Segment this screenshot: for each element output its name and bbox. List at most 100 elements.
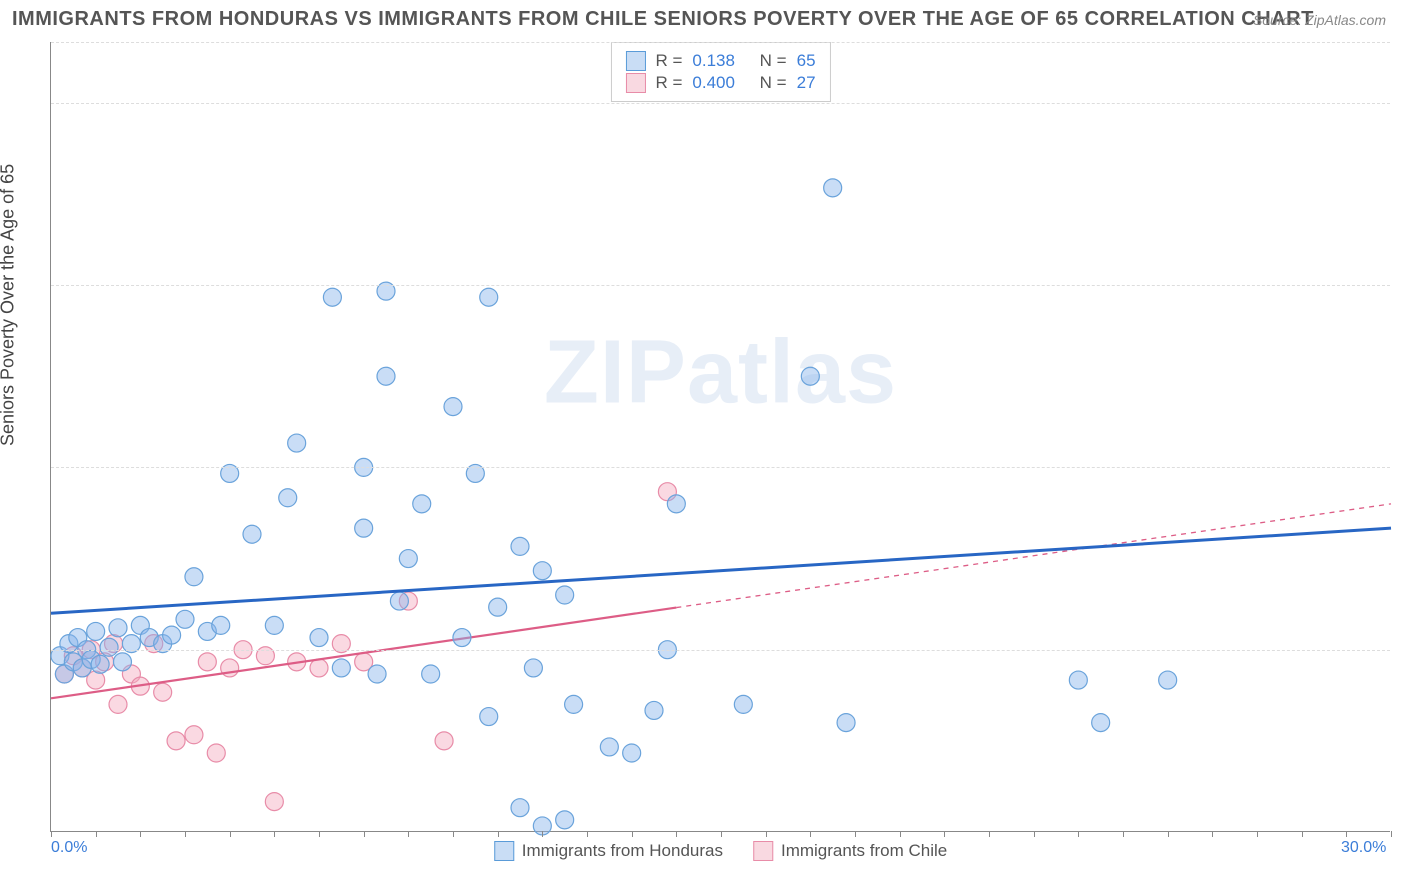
data-point — [600, 738, 618, 756]
data-point — [399, 550, 417, 568]
data-point — [87, 622, 105, 640]
legend-series-label: Immigrants from Chile — [781, 841, 947, 861]
xtick-mark — [140, 831, 141, 837]
data-point — [1092, 714, 1110, 732]
xtick-mark — [1391, 831, 1392, 837]
data-point — [565, 695, 583, 713]
scatter-svg — [51, 42, 1390, 831]
xtick-mark — [1034, 831, 1035, 837]
trend-line-dashed — [676, 504, 1391, 608]
xtick-mark — [900, 831, 901, 837]
data-point — [207, 744, 225, 762]
data-point — [323, 288, 341, 306]
grid-line — [51, 650, 1390, 651]
data-point — [109, 695, 127, 713]
data-point — [734, 695, 752, 713]
data-point — [422, 665, 440, 683]
xtick-mark — [1257, 831, 1258, 837]
source-credit: Source: ZipAtlas.com — [1253, 12, 1386, 28]
xtick-mark — [1168, 831, 1169, 837]
data-point — [185, 568, 203, 586]
data-point — [556, 586, 574, 604]
data-point — [435, 732, 453, 750]
data-point — [113, 653, 131, 671]
data-point — [91, 655, 109, 673]
xtick-mark — [989, 831, 990, 837]
xtick-mark — [676, 831, 677, 837]
ytick-label: 30.0% — [1400, 458, 1406, 476]
data-point — [824, 179, 842, 197]
legend-series-label: Immigrants from Honduras — [522, 841, 723, 861]
data-point — [533, 562, 551, 580]
data-point — [511, 537, 529, 555]
data-point — [154, 683, 172, 701]
data-point — [265, 616, 283, 634]
ytick-label: 45.0% — [1400, 276, 1406, 294]
data-point — [368, 665, 386, 683]
data-point — [390, 592, 408, 610]
xtick-mark — [542, 831, 543, 837]
xtick-mark — [944, 831, 945, 837]
data-point — [288, 434, 306, 452]
xtick-mark — [319, 831, 320, 837]
data-point — [556, 811, 574, 829]
swatch-icon — [494, 841, 514, 861]
data-point — [243, 525, 261, 543]
grid-line — [51, 467, 1390, 468]
data-point — [480, 288, 498, 306]
data-point — [801, 367, 819, 385]
data-point — [212, 616, 230, 634]
legend-item-chile: Immigrants from Chile — [753, 841, 947, 861]
grid-line — [51, 103, 1390, 104]
data-point — [413, 495, 431, 513]
data-point — [310, 659, 328, 677]
data-point — [265, 793, 283, 811]
data-point — [511, 799, 529, 817]
data-point — [480, 708, 498, 726]
xtick-mark — [1346, 831, 1347, 837]
ytick-label: 60.0% — [1400, 94, 1406, 112]
data-point — [176, 610, 194, 628]
data-point — [453, 629, 471, 647]
xtick-mark — [810, 831, 811, 837]
data-point — [109, 619, 127, 637]
xtick-label: 30.0% — [1341, 839, 1386, 857]
xtick-mark — [1123, 831, 1124, 837]
legend-series-box: Immigrants from Honduras Immigrants from… — [494, 841, 948, 861]
data-point — [645, 701, 663, 719]
xtick-mark — [1212, 831, 1213, 837]
data-point — [524, 659, 542, 677]
xtick-mark — [721, 831, 722, 837]
xtick-mark — [766, 831, 767, 837]
chart-plot-area: ZIPatlas R = 0.138 N = 65 R = 0.400 N = … — [50, 42, 1390, 832]
chart-title: IMMIGRANTS FROM HONDURAS VS IMMIGRANTS F… — [12, 8, 1314, 31]
data-point — [623, 744, 641, 762]
data-point — [198, 653, 216, 671]
ytick-label: 15.0% — [1400, 641, 1406, 659]
xtick-mark — [1302, 831, 1303, 837]
xtick-mark — [498, 831, 499, 837]
xtick-mark — [364, 831, 365, 837]
xtick-mark — [274, 831, 275, 837]
data-point — [837, 714, 855, 732]
data-point — [444, 398, 462, 416]
data-point — [332, 659, 350, 677]
xtick-mark — [1078, 831, 1079, 837]
swatch-icon — [753, 841, 773, 861]
legend-item-honduras: Immigrants from Honduras — [494, 841, 723, 861]
xtick-mark — [230, 831, 231, 837]
data-point — [310, 629, 328, 647]
grid-line — [51, 285, 1390, 286]
y-axis-label: Seniors Poverty Over the Age of 65 — [0, 164, 19, 446]
data-point — [163, 626, 181, 644]
xtick-mark — [587, 831, 588, 837]
data-point — [489, 598, 507, 616]
data-point — [167, 732, 185, 750]
data-point — [355, 519, 373, 537]
xtick-mark — [408, 831, 409, 837]
xtick-mark — [51, 831, 52, 837]
data-point — [185, 726, 203, 744]
grid-line — [51, 42, 1390, 43]
xtick-mark — [185, 831, 186, 837]
xtick-label: 0.0% — [51, 839, 87, 857]
